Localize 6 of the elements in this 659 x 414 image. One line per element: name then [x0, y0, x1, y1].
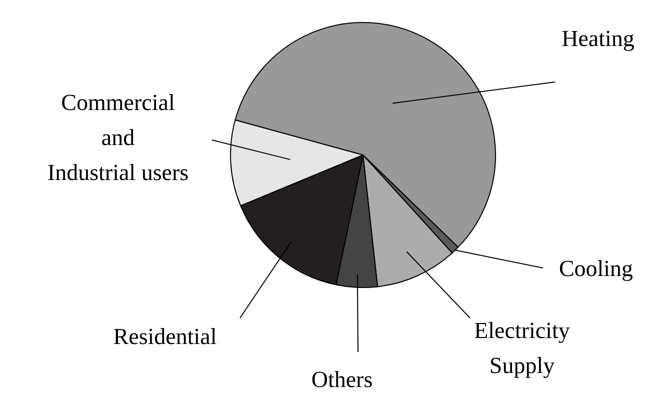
- slice-label: Commercial and Industrial users: [47, 90, 189, 186]
- slice-label: Residential: [113, 324, 217, 350]
- slice-label: Cooling: [558, 256, 634, 282]
- slice-label: Heating: [562, 26, 635, 52]
- slice-label: Others: [311, 367, 373, 392]
- slice-label: Electricity Supply: [474, 318, 570, 378]
